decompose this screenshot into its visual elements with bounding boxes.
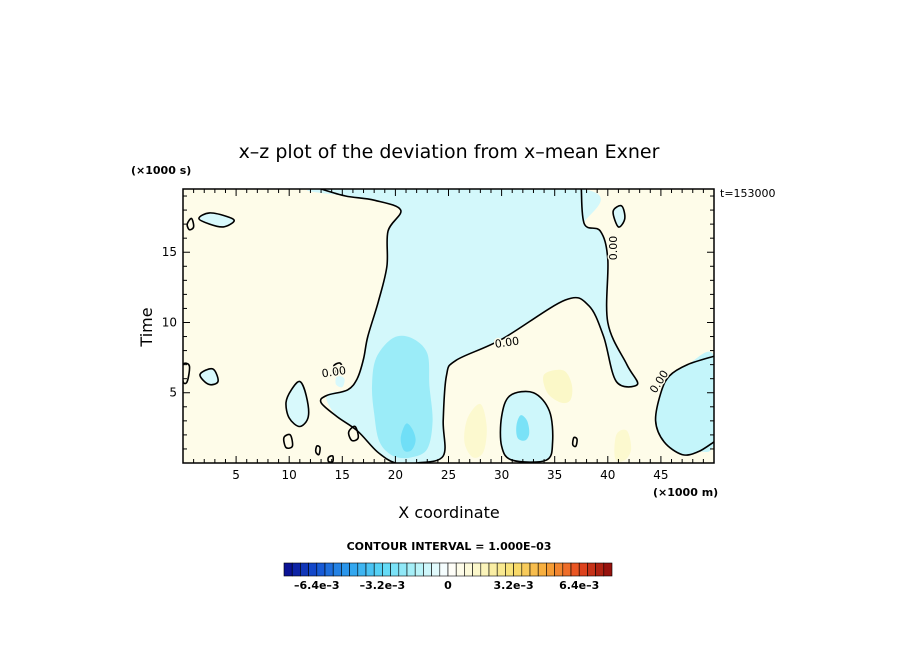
contour-zero-small-1	[199, 367, 219, 386]
contour-zero-small-9	[332, 362, 345, 375]
colorbar-bin	[324, 562, 334, 577]
contour-zero-center	[499, 390, 554, 463]
x-tick-label: 15	[335, 468, 350, 482]
x-axis-label: X coordinate	[398, 503, 499, 522]
contour-lines	[183, 189, 714, 463]
colorbar-bin	[562, 562, 572, 577]
field-region-negative-peak-left-core	[400, 423, 416, 452]
colorbar-bin	[414, 562, 424, 577]
contour-label-2: 0.00	[494, 335, 520, 351]
y-tick-label: 5	[169, 386, 177, 400]
field-region-positive-1	[543, 369, 573, 404]
x-unit-label: (×1000 m)	[653, 486, 718, 499]
colorbar-bin	[505, 562, 514, 577]
time-stamp: t=153000	[720, 187, 776, 200]
y-unit-label: (×1000 s)	[131, 164, 191, 177]
axis-ticks	[183, 189, 714, 463]
colorbar-bin	[283, 562, 293, 577]
x-tick-label: 45	[653, 468, 668, 482]
field-region-positive-3	[614, 429, 632, 462]
filled-field	[183, 189, 714, 463]
y-tick-label: 15	[162, 245, 177, 259]
contour-zero-main	[319, 189, 639, 463]
colorbar-bin	[390, 562, 400, 577]
colorbar-bin	[595, 562, 605, 577]
colorbar	[283, 562, 613, 577]
x-tick-label: 20	[388, 468, 403, 482]
colorbar-bin	[570, 562, 580, 577]
y-axis-label: Time	[137, 307, 156, 347]
colorbar-bin	[529, 562, 539, 577]
contour-interval-label: CONTOUR INTERVAL = 1.000E–03	[347, 540, 552, 553]
colorbar-bin	[587, 562, 596, 577]
colorbar-bin	[316, 562, 326, 577]
field-region-negative-small-1	[335, 375, 345, 388]
colorbar-bin	[455, 562, 465, 577]
colorbar-bin	[423, 562, 432, 577]
contour-zero-small-3	[186, 217, 195, 231]
field-region-negative-peak-left	[371, 335, 433, 459]
field-region-negative-small-2	[285, 381, 309, 427]
x-tick-label: 40	[600, 468, 615, 482]
contour-zero-small-10	[327, 454, 335, 463]
x-tick-labels: 5 10 15 20 25 30 35 40 45	[232, 468, 668, 482]
colorbar-bin	[382, 562, 391, 577]
contour-zero-small-4	[282, 433, 294, 450]
contour-zero-small-2	[198, 212, 235, 228]
contour-zero-small-6	[347, 425, 360, 442]
contour-zero-small-8	[612, 204, 626, 228]
colorbar-bin	[308, 562, 318, 577]
contour-zero-small-5	[314, 445, 321, 456]
x-tick-label: 10	[282, 468, 297, 482]
colorbar-bin	[357, 562, 367, 577]
colorbar-bin	[464, 562, 473, 577]
colorbar-tick-label: –6.4e–3	[294, 579, 340, 592]
y-tick-label: 10	[162, 315, 177, 329]
colorbar-tick-label: –3.2e–3	[360, 579, 406, 592]
colorbar-bin	[488, 562, 498, 577]
colorbar-bin	[546, 562, 555, 577]
colorbar-bin	[521, 562, 531, 577]
colorbar-bin	[365, 562, 375, 577]
x-tick-label: 30	[494, 468, 509, 482]
colorbar-bin	[447, 562, 457, 577]
contour-zero-small-11	[183, 362, 191, 385]
colorbar-tick-label: 0	[444, 579, 452, 592]
colorbar-bin	[373, 562, 383, 577]
contour-zero-small-7	[571, 436, 578, 448]
colorbar-bin	[291, 562, 301, 577]
field-region-negative-right	[655, 351, 714, 456]
contour-label-1: 0.00	[321, 364, 347, 380]
colorbar-bin	[349, 562, 359, 577]
colorbar-bin	[398, 562, 408, 577]
colorbar-bin	[603, 562, 613, 577]
colorbar-bin	[300, 562, 309, 577]
x-tick-label: 35	[547, 468, 562, 482]
colorbar-bin	[341, 562, 350, 577]
colorbar-bin	[332, 562, 342, 577]
colorbar-bin	[480, 562, 490, 577]
colorbar-tick-labels: –6.4e–3 –3.2e–3 0 3.2e–3 6.4e–3	[294, 579, 599, 592]
x-tick-label: 5	[232, 468, 240, 482]
contour-zero-left-lobe	[285, 380, 310, 428]
colorbar-bin	[496, 562, 506, 577]
colorbar-bin	[472, 562, 482, 577]
chart-title: x–z plot of the deviation from x–mean Ex…	[239, 141, 660, 163]
x-tick-label: 25	[441, 468, 456, 482]
colorbar-bin	[431, 562, 441, 577]
colorbar-bin	[439, 562, 449, 577]
colorbar-tick-label: 3.2e–3	[494, 579, 534, 592]
colorbar-bin	[554, 562, 564, 577]
colorbar-bin	[406, 562, 416, 577]
colorbar-bin	[537, 562, 547, 577]
colorbar-bin	[513, 562, 523, 577]
contour-zero-right	[654, 355, 714, 456]
colorbar-bin	[578, 562, 588, 577]
colorbar-tick-label: 6.4e–3	[559, 579, 599, 592]
y-tick-labels: 5 10 15	[162, 245, 177, 400]
field-region-negative-center-core	[516, 415, 530, 441]
contour-label-3: 0.00	[607, 236, 620, 261]
field-region-positive-2	[464, 403, 487, 458]
